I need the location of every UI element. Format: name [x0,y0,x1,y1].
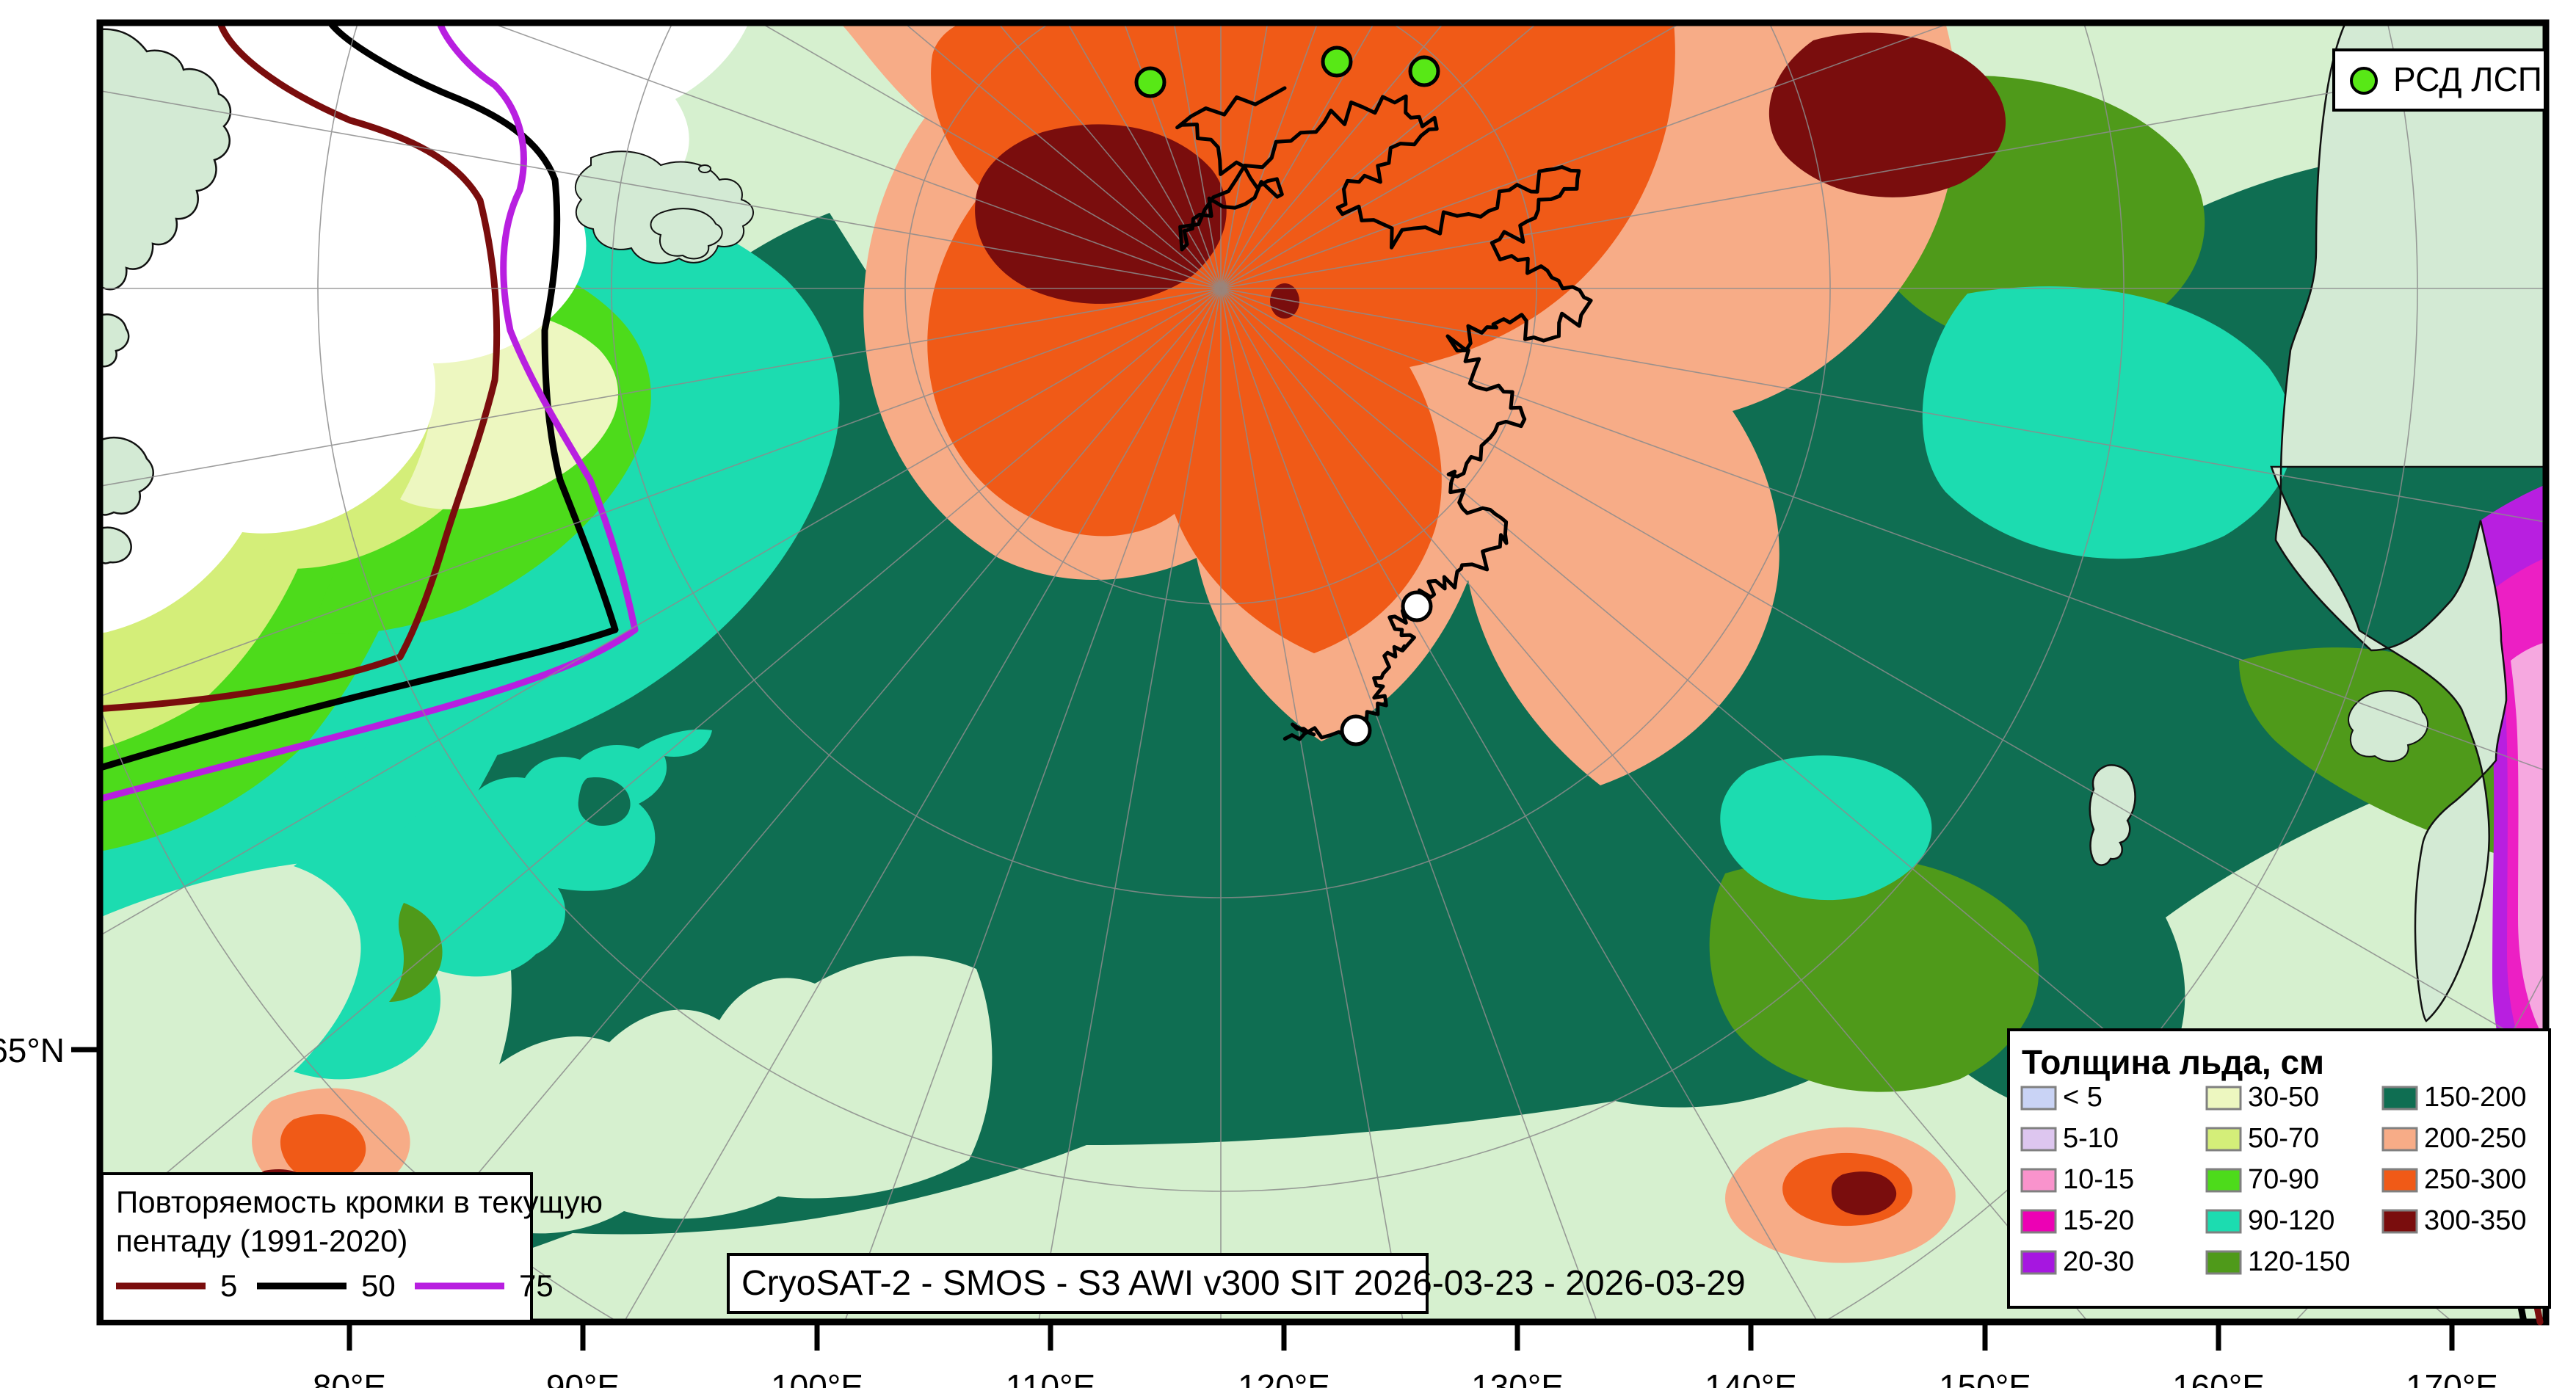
svg-text:< 5: < 5 [2063,1082,2102,1113]
svg-text:90-120: 90-120 [2248,1205,2334,1236]
svg-text:РСД ЛСП: РСД ЛСП [2393,60,2542,98]
svg-text:160°E: 160°E [2172,1367,2265,1388]
svg-text:200-250: 200-250 [2424,1123,2526,1154]
svg-text:100°E: 100°E [771,1367,863,1388]
svg-text:20-30: 20-30 [2063,1246,2134,1277]
svg-text:170°E: 170°E [2406,1367,2498,1388]
svg-text:Толщина льда, см: Толщина льда, см [2022,1043,2324,1081]
svg-text:65°N: 65°N [0,1031,65,1069]
svg-text:110°E: 110°E [1006,1367,1095,1388]
svg-text:50: 50 [361,1268,396,1303]
svg-text:300-350: 300-350 [2424,1205,2526,1236]
svg-text:70-90: 70-90 [2248,1164,2319,1195]
svg-text:5: 5 [220,1268,237,1303]
svg-text:50-70: 50-70 [2248,1123,2319,1154]
svg-text:130°E: 130°E [1471,1367,1564,1388]
svg-text:Повторяемость кромки в текущую: Повторяемость кромки в текущую [116,1185,603,1219]
svg-text:15-20: 15-20 [2063,1205,2134,1236]
svg-text:80°E: 80°E [313,1367,386,1388]
svg-text:120°E: 120°E [1238,1367,1330,1388]
svg-text:150-200: 150-200 [2424,1082,2526,1113]
svg-text:90°E: 90°E [546,1367,620,1388]
svg-text:75: 75 [519,1268,554,1303]
svg-text:250-300: 250-300 [2424,1164,2526,1195]
svg-text:140°E: 140°E [1705,1367,1797,1388]
svg-text:пентаду (1991-2020): пентаду (1991-2020) [116,1224,407,1258]
svg-text:10-15: 10-15 [2063,1164,2134,1195]
svg-text:5-10: 5-10 [2063,1123,2119,1154]
svg-text:150°E: 150°E [1939,1367,2031,1388]
svg-text:30-50: 30-50 [2248,1082,2319,1113]
svg-text:CryoSAT-2 - SMOS - S3 AWI v300: CryoSAT-2 - SMOS - S3 AWI v300 SIT 2026-… [741,1264,1746,1303]
svg-text:120-150: 120-150 [2248,1246,2350,1277]
